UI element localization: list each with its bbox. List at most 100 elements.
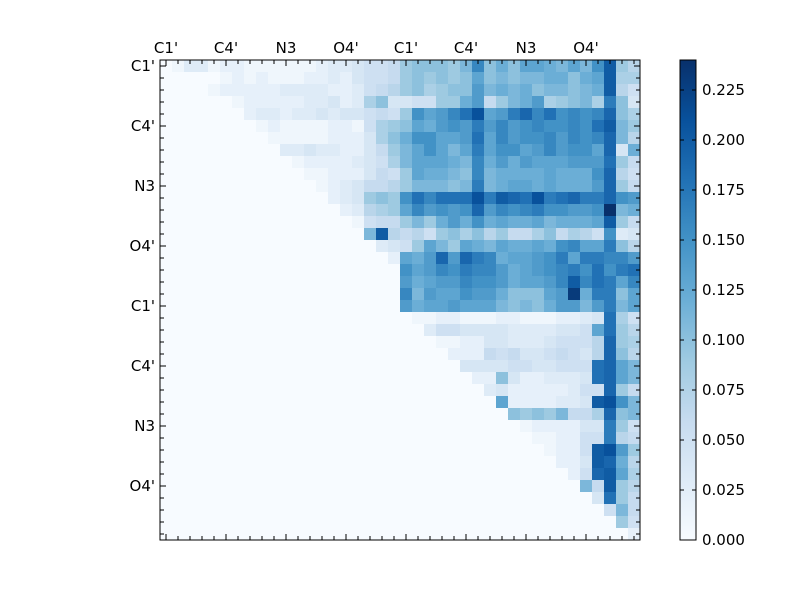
heatmap-cell	[448, 420, 461, 433]
heatmap-cell	[520, 276, 533, 289]
heatmap-cell	[292, 144, 305, 157]
heatmap-cell	[592, 312, 605, 325]
heatmap-cell	[448, 84, 461, 97]
heatmap-cell	[532, 444, 545, 457]
heatmap-cell	[496, 528, 509, 541]
heatmap-cell	[604, 180, 617, 193]
heatmap-cell	[532, 132, 545, 145]
heatmap-cell	[496, 348, 509, 361]
heatmap-cell	[280, 216, 293, 229]
heatmap-cell	[328, 420, 341, 433]
heatmap-cell	[376, 504, 389, 517]
heatmap-cell	[544, 192, 557, 205]
heatmap-cell	[472, 528, 485, 541]
heatmap-cell	[184, 108, 197, 121]
heatmap-cell	[340, 168, 353, 181]
heatmap-cell	[268, 492, 281, 505]
heatmap-cell	[580, 444, 593, 457]
heatmap-cell	[628, 468, 641, 481]
heatmap-cell	[520, 504, 533, 517]
heatmap-cell	[388, 156, 401, 169]
heatmap-cell	[556, 420, 569, 433]
heatmap-cell	[196, 348, 209, 361]
heatmap-cell	[508, 504, 521, 517]
heatmap-cell	[460, 240, 473, 253]
heatmap-cell	[544, 276, 557, 289]
heatmap-cell	[568, 72, 581, 85]
heatmap-cell	[556, 228, 569, 241]
heatmap-cell	[400, 84, 413, 97]
heatmap-cell	[232, 432, 245, 445]
x-tick-label: O4'	[333, 39, 358, 57]
heatmap-cell	[496, 156, 509, 169]
heatmap-cell	[352, 144, 365, 157]
heatmap-cell	[532, 72, 545, 85]
heatmap-cell	[460, 96, 473, 109]
colorbar-tick-label: 0.000	[702, 531, 745, 549]
heatmap-cell	[556, 156, 569, 169]
heatmap-cell	[400, 156, 413, 169]
heatmap-cell	[208, 60, 221, 73]
heatmap-cell	[172, 480, 185, 493]
heatmap-cell	[328, 84, 341, 97]
heatmap-cell	[364, 408, 377, 421]
heatmap-cell	[508, 120, 521, 133]
heatmap-cell	[352, 192, 365, 205]
heatmap-cell	[196, 156, 209, 169]
heatmap-cell	[412, 204, 425, 217]
heatmap-cell	[592, 516, 605, 529]
heatmap-cell	[400, 72, 413, 85]
heatmap-cell	[388, 408, 401, 421]
heatmap-cell	[268, 120, 281, 133]
heatmap-cell	[160, 108, 173, 121]
heatmap-cell	[508, 420, 521, 433]
heatmap-cell	[424, 156, 437, 169]
heatmap-cell	[520, 60, 533, 73]
heatmap-cell	[616, 360, 629, 373]
heatmap-cell	[244, 516, 257, 529]
heatmap-cell	[436, 360, 449, 373]
heatmap-cell	[184, 480, 197, 493]
heatmap-cell	[448, 444, 461, 457]
heatmap-cell	[160, 432, 173, 445]
heatmap-cell	[256, 192, 269, 205]
heatmap-cell	[232, 60, 245, 73]
heatmap-cell	[448, 156, 461, 169]
heatmap-cell	[280, 480, 293, 493]
heatmap-cell	[436, 168, 449, 181]
heatmap-cell	[280, 180, 293, 193]
heatmap-cell	[352, 240, 365, 253]
x-tick-label: O4'	[573, 39, 598, 57]
heatmap-cell	[532, 120, 545, 133]
heatmap-cell	[604, 228, 617, 241]
heatmap-cell	[352, 228, 365, 241]
heatmap-cell	[556, 168, 569, 181]
heatmap-cell	[280, 120, 293, 133]
heatmap-cell	[340, 300, 353, 313]
heatmap-cell	[592, 300, 605, 313]
heatmap-cell	[604, 276, 617, 289]
heatmap-cell	[172, 84, 185, 97]
heatmap-cell	[412, 252, 425, 265]
heatmap-cell	[532, 240, 545, 253]
heatmap-cell	[292, 432, 305, 445]
heatmap-cell	[400, 384, 413, 397]
heatmap-cell	[172, 252, 185, 265]
heatmap-cell	[340, 432, 353, 445]
heatmap-cell	[628, 504, 641, 517]
heatmap-cell	[196, 288, 209, 301]
heatmap-cell	[220, 300, 233, 313]
heatmap-cell	[448, 288, 461, 301]
heatmap-cell	[580, 504, 593, 517]
heatmap-cell	[232, 132, 245, 145]
heatmap-cell	[556, 264, 569, 277]
heatmap-cell	[544, 468, 557, 481]
heatmap-cell	[316, 144, 329, 157]
heatmap-cell	[628, 264, 641, 277]
heatmap-cell	[280, 360, 293, 373]
heatmap-cell	[208, 528, 221, 541]
heatmap-cell	[580, 240, 593, 253]
heatmap-cell	[316, 168, 329, 181]
heatmap-cell	[412, 72, 425, 85]
heatmap-cell	[604, 348, 617, 361]
